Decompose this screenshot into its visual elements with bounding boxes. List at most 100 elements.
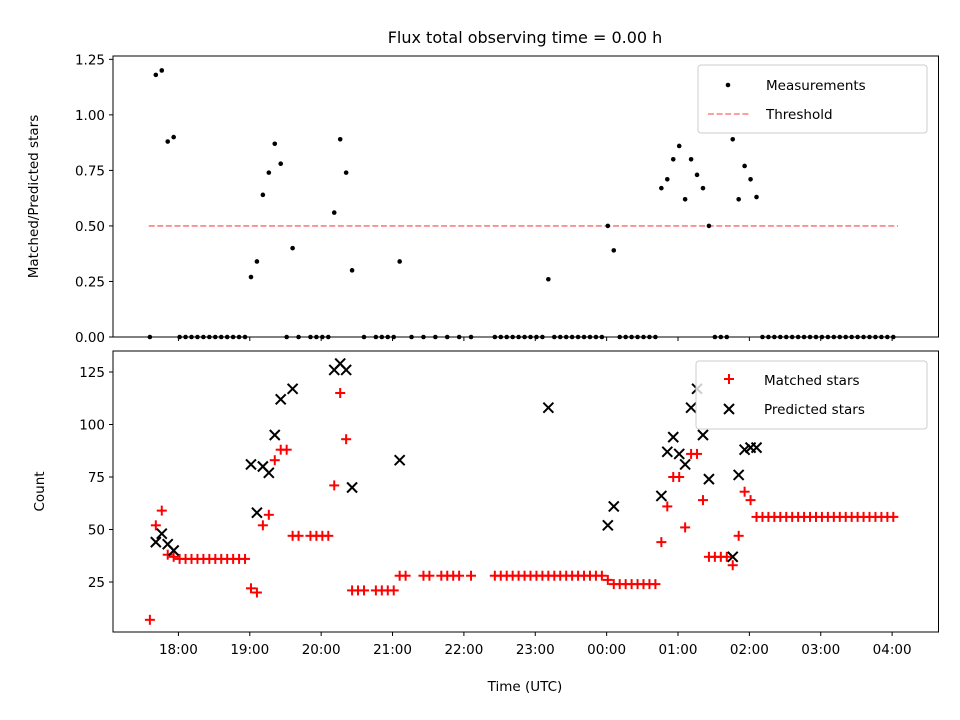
matched-star-marker xyxy=(596,570,607,581)
matched-star-marker xyxy=(721,551,732,562)
measurement-point xyxy=(694,172,700,178)
predicted-star-d2 xyxy=(685,401,697,414)
ratio-y-axis-label: Matched/Predicted stars xyxy=(26,115,42,278)
matched-star-marker xyxy=(251,587,262,598)
predicted-star-d2 xyxy=(251,507,263,519)
predicted-star-marker xyxy=(263,467,275,479)
ratio-y-tick-label: 0.00 xyxy=(75,330,105,346)
count-axes-frame xyxy=(112,350,939,633)
count-marks xyxy=(144,357,899,625)
x-tick-label: 23:00 xyxy=(516,642,555,658)
predicted-star-d2 xyxy=(602,519,614,532)
measurement-point xyxy=(278,161,284,167)
matched-star-marker xyxy=(335,388,346,399)
count-legend-box xyxy=(695,360,928,430)
predicted-star-d2 xyxy=(727,551,739,563)
legend-threshold-label: Threshold xyxy=(765,107,833,123)
measurement-point xyxy=(343,170,349,175)
predicted-star-d2 xyxy=(286,383,299,395)
predicted-star-d2 xyxy=(393,454,406,466)
predicted-star-marker xyxy=(655,490,668,502)
measurement-point xyxy=(254,259,260,264)
predicted-star-d2 xyxy=(340,364,352,376)
measurement-point xyxy=(260,192,266,198)
predicted-star-marker xyxy=(286,383,299,395)
legend-matched-marker xyxy=(724,374,734,384)
predicted-star-marker xyxy=(697,429,709,441)
ratio-x-ticks xyxy=(177,337,893,341)
legend-measurements-label: Measurements xyxy=(766,78,866,94)
matched-star-marker xyxy=(329,480,340,491)
measurement-point xyxy=(272,141,278,147)
matched-star-marker xyxy=(650,579,661,590)
measurement-point xyxy=(682,196,688,202)
chart-title: Flux total observing time = 0.00 h xyxy=(388,28,663,47)
measurement-point xyxy=(611,248,617,253)
matched-star-marker xyxy=(281,444,292,455)
x-tick-label: 04:00 xyxy=(873,642,912,658)
matched-star-marker xyxy=(745,495,756,506)
predicted-star-d2 xyxy=(661,446,674,458)
predicted-star-marker xyxy=(340,364,352,376)
matched-star-marker xyxy=(341,434,352,445)
measurement-point xyxy=(706,223,712,229)
predicted-star-marker xyxy=(245,458,257,471)
predicted-star-d2 xyxy=(608,500,620,513)
matched-star-marker xyxy=(168,551,179,562)
measurement-point xyxy=(754,194,759,200)
matched-star-marker xyxy=(674,472,685,483)
matched-star-marker xyxy=(388,585,399,596)
ratio-y-tick-label: 0.75 xyxy=(75,163,105,179)
x-tick-label: 00:00 xyxy=(587,642,626,658)
predicted-star-d2 xyxy=(156,528,168,540)
measurement-point xyxy=(730,137,736,142)
matched-star-marker xyxy=(692,448,703,459)
ratio-y-ticks: 0.00 0.25 0.50 0.75 1.00 1.25 xyxy=(75,52,113,346)
predicted-star-marker xyxy=(251,507,263,519)
legend-predicted-marker xyxy=(723,403,735,415)
predicted-star-marker xyxy=(673,448,685,460)
measurement-point xyxy=(700,185,706,191)
measurement-point xyxy=(248,274,254,280)
ratio-y-tick-label: 1.00 xyxy=(75,108,105,124)
predicted-star-marker xyxy=(750,441,763,454)
matched-star-marker xyxy=(240,553,251,564)
predicted-star-d2 xyxy=(667,431,679,443)
predicted-star-d2 xyxy=(346,481,358,494)
predicted-star-d2 xyxy=(542,401,555,414)
measurement-point xyxy=(153,72,159,78)
predicted-star-marker xyxy=(685,401,697,414)
matched-star-marker xyxy=(680,522,691,533)
predicted-star-d2 xyxy=(679,458,691,471)
measurement-point xyxy=(736,196,741,202)
matched-star-marker xyxy=(733,530,744,541)
matched-star-marker xyxy=(697,495,708,506)
measurement-point xyxy=(748,176,753,182)
predicted-star-marker xyxy=(727,551,739,563)
ratio-y-tick-label: 1.25 xyxy=(75,52,105,68)
measurement-point xyxy=(337,137,343,142)
ratio-legend-box xyxy=(697,64,928,134)
measurement-point xyxy=(605,223,611,229)
x-tick-label: 01:00 xyxy=(659,642,698,658)
predicted-star-d2 xyxy=(750,441,763,454)
predicted-star-d2 xyxy=(703,473,715,485)
matched-star-marker xyxy=(656,537,667,548)
count-y-tick-label: 25 xyxy=(88,575,105,591)
measurement-point xyxy=(664,176,670,182)
matched-star-marker xyxy=(888,511,899,522)
matched-star-marker xyxy=(424,570,435,581)
measurement-point xyxy=(659,185,664,191)
predicted-star-d2 xyxy=(655,490,668,502)
predicted-star-marker xyxy=(608,500,620,513)
matched-star-marker xyxy=(727,560,738,571)
measurement-point xyxy=(331,210,337,215)
measurement-point xyxy=(670,156,676,162)
measurement-point xyxy=(266,170,272,175)
x-tick-label: 19:00 xyxy=(230,642,269,658)
matched-star-marker xyxy=(144,614,155,625)
predicted-star-marker xyxy=(732,469,745,481)
x-tick-label: 22:00 xyxy=(444,642,483,658)
measurement-point xyxy=(397,259,402,264)
